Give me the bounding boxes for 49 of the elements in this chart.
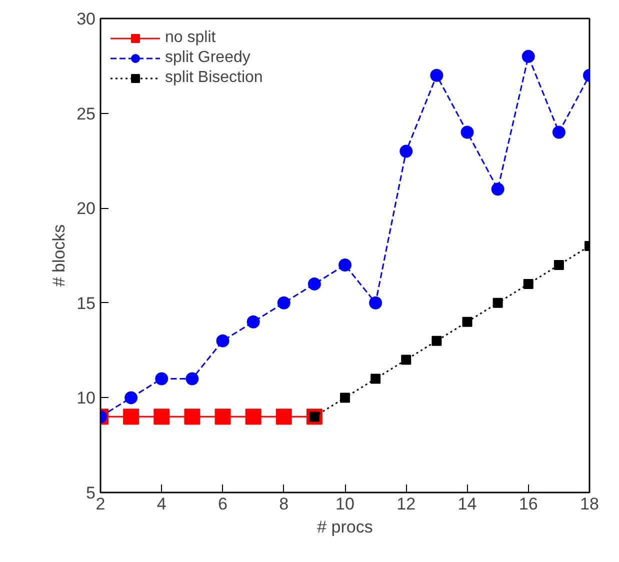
point (124, 391, 138, 404)
legend-label: no split (165, 29, 216, 47)
point (430, 68, 444, 82)
y-tick-label: 20 (76, 199, 96, 218)
x-tick-label: 16 (518, 494, 538, 514)
point (492, 298, 503, 308)
point (462, 316, 472, 327)
point (155, 372, 168, 386)
point (552, 126, 566, 139)
y-tick-label: 25 (76, 104, 96, 124)
point (245, 408, 262, 425)
point (276, 408, 292, 425)
point (491, 182, 504, 196)
legend-label: split Bisection (165, 69, 263, 87)
x-tick-label: 10 (336, 494, 354, 514)
legend-label: split Greedy (165, 49, 250, 67)
point (370, 374, 381, 384)
x-tick-label: 6 (218, 494, 228, 514)
y-tick-label: 5 (86, 484, 96, 502)
y-axis-title: # blocks (50, 224, 69, 287)
point (338, 258, 352, 272)
y-tick-label: 15 (76, 294, 96, 313)
point (400, 144, 413, 158)
point (340, 392, 350, 403)
point (554, 260, 564, 270)
point (432, 336, 442, 346)
y-tick-label: 10 (76, 388, 96, 408)
x-tick-label: 14 (458, 494, 477, 514)
point (308, 277, 321, 290)
point (277, 296, 290, 310)
point (186, 372, 199, 386)
x-tick-label: 2 (96, 494, 106, 514)
point (123, 408, 140, 425)
y-tick-label: 30 (76, 10, 96, 28)
point (154, 408, 170, 425)
point (523, 278, 534, 289)
x-tick-label: 8 (279, 494, 289, 514)
point (401, 354, 412, 365)
point (460, 126, 474, 139)
point (369, 296, 382, 310)
x-tick-label: 18 (580, 494, 599, 514)
x-tick-label: 4 (156, 494, 166, 514)
point (214, 408, 231, 425)
point (246, 315, 260, 328)
point (184, 408, 200, 425)
point (522, 50, 535, 63)
x-axis-title: # procs (317, 518, 373, 536)
x-tick-label: 12 (396, 494, 416, 514)
point (216, 334, 230, 348)
